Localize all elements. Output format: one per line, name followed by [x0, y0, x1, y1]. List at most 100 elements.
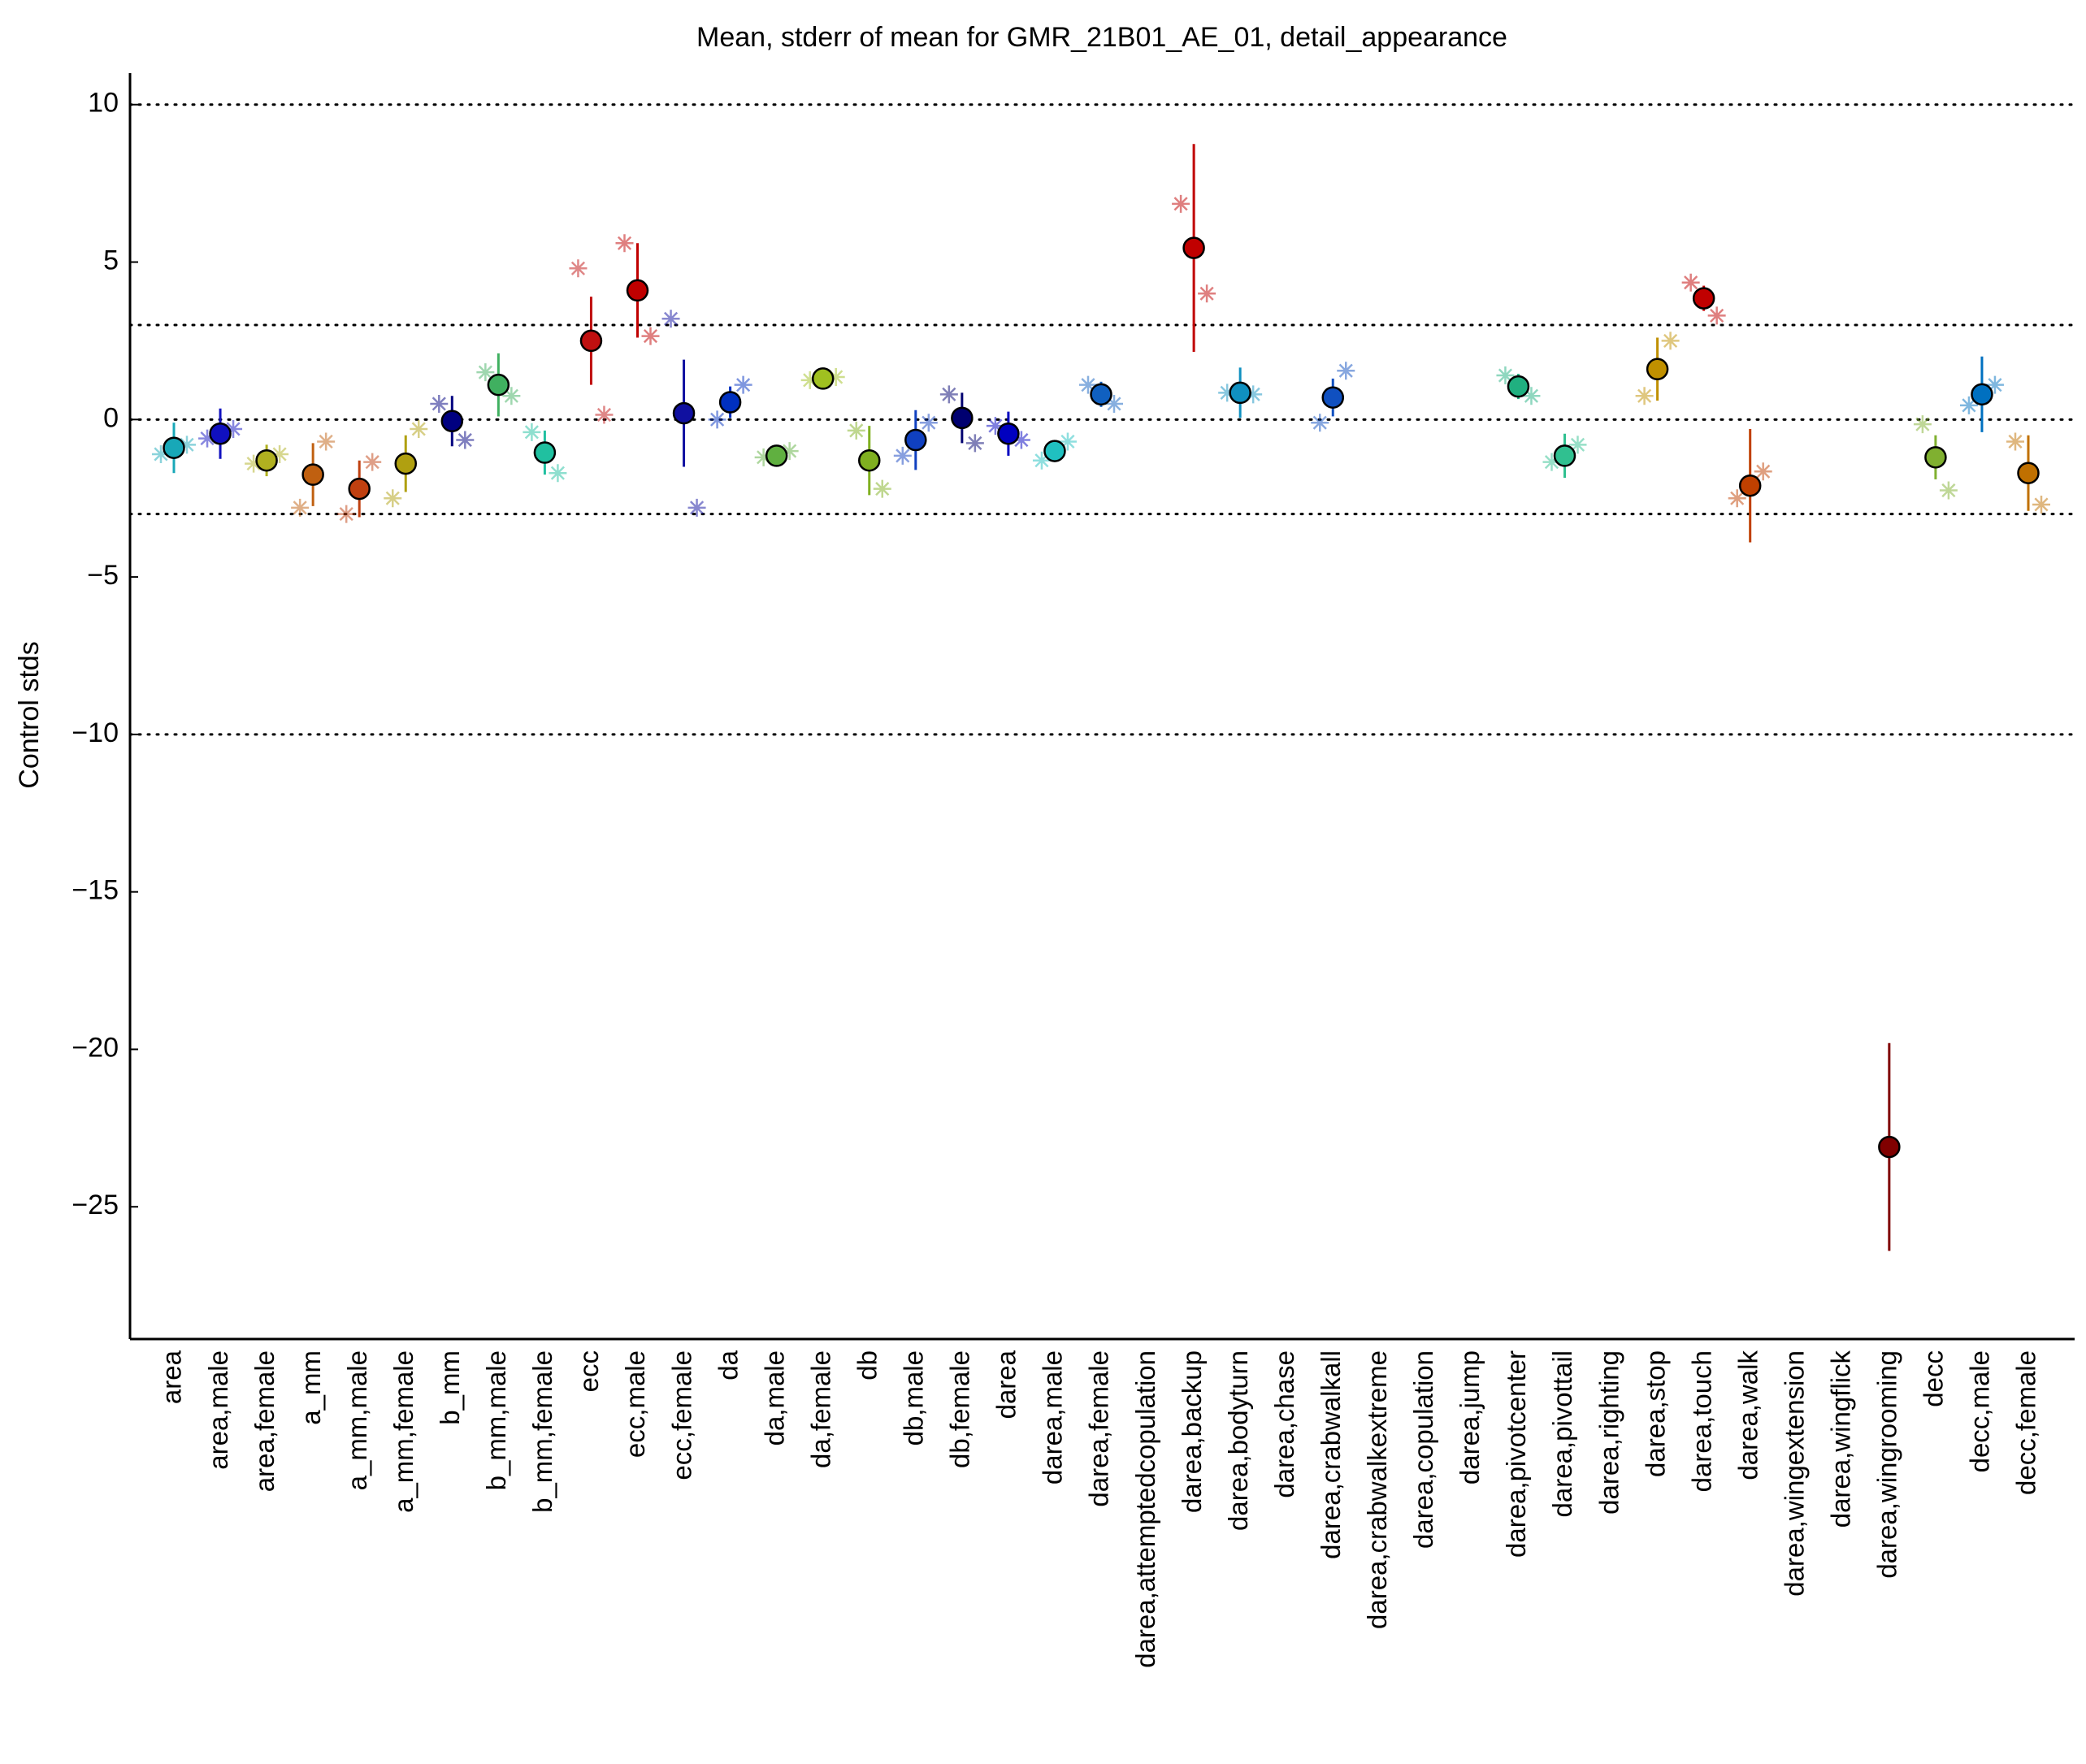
mean-marker	[440, 410, 464, 433]
left-marker	[1496, 366, 1515, 385]
x-tick-label: darea,crabwalkextreme	[1362, 1350, 1392, 1629]
mean-marker	[765, 444, 788, 467]
x-tick-label: darea,walk	[1733, 1350, 1763, 1480]
left-marker	[1032, 451, 1051, 470]
left-marker	[1913, 415, 1932, 434]
x-tick-label: decc,female	[2011, 1350, 2041, 1495]
mean-marker	[255, 449, 278, 472]
right-marker	[687, 498, 706, 517]
left-marker	[1959, 396, 1978, 414]
mean-marker	[718, 391, 742, 414]
y-tick-label: 5	[103, 245, 119, 276]
right-marker	[2032, 495, 2050, 514]
left-marker	[1681, 273, 1700, 292]
y-tick-label: −20	[72, 1032, 119, 1063]
x-tick-label: darea,backup	[1177, 1350, 1207, 1513]
x-tick-label: darea,wingrooming	[1872, 1350, 1902, 1579]
left-marker	[661, 310, 680, 328]
mean-marker	[487, 373, 510, 397]
x-tick-label: b_mm,female	[527, 1350, 557, 1513]
right-marker	[641, 327, 660, 345]
x-tick-label: darea,pivottail	[1547, 1350, 1577, 1517]
mean-marker	[579, 329, 603, 353]
x-tick-label: decc,male	[1965, 1350, 1995, 1472]
left-marker	[1311, 414, 1329, 432]
mean-marker	[1229, 381, 1251, 405]
x-tick-label: darea,attemptedcopulation	[1130, 1350, 1160, 1668]
mean-marker	[904, 428, 927, 452]
right-marker	[1661, 332, 1680, 350]
x-tick-label: da,male	[759, 1350, 789, 1445]
mean-marker	[394, 452, 417, 475]
right-marker	[1522, 387, 1541, 405]
mean-marker	[1043, 440, 1066, 462]
right-marker	[317, 432, 336, 451]
mean-marker	[951, 406, 974, 430]
x-tick-label: ecc,male	[620, 1350, 650, 1458]
right-marker	[178, 436, 196, 454]
right-marker	[1198, 284, 1216, 303]
x-tick-label: darea	[991, 1350, 1021, 1419]
x-tick-label: decc	[1919, 1350, 1949, 1407]
left-marker	[291, 498, 310, 517]
right-marker	[1939, 481, 1958, 500]
left-marker	[1079, 375, 1097, 394]
right-marker	[502, 387, 521, 405]
right-marker	[734, 375, 752, 394]
x-tick-label: darea,touch	[1686, 1350, 1716, 1492]
x-tick-label: ecc	[574, 1350, 604, 1392]
y-axis-label: Control stds	[14, 641, 45, 788]
x-tick-label: darea,chase	[1269, 1350, 1299, 1498]
left-marker	[430, 394, 449, 413]
mean-marker	[858, 449, 881, 472]
y-tick-label: −5	[87, 560, 119, 591]
right-marker	[1337, 362, 1355, 380]
right-marker	[780, 442, 799, 461]
mean-marker	[997, 423, 1020, 445]
right-marker	[595, 405, 614, 424]
right-marker	[224, 419, 243, 438]
left-marker	[939, 385, 958, 404]
left-marker	[245, 454, 263, 473]
right-marker	[1058, 432, 1077, 451]
x-tick-label: darea,righting	[1594, 1350, 1624, 1515]
mean-marker	[626, 279, 649, 302]
mean-marker	[1924, 446, 1947, 469]
x-tick-label: db,male	[899, 1350, 929, 1445]
mean-marker	[163, 436, 185, 459]
right-marker	[1754, 462, 1772, 481]
right-marker	[1012, 431, 1030, 449]
mean-marker	[301, 463, 324, 486]
x-tick-label: ecc,female	[666, 1350, 696, 1480]
mean-marker	[1692, 287, 1715, 310]
x-tick-label: a_mm	[296, 1350, 326, 1425]
left-marker	[569, 259, 588, 278]
left-marker	[1172, 194, 1190, 213]
y-tick-label: 0	[103, 402, 119, 433]
left-marker	[523, 423, 541, 441]
y-tick-label: −10	[72, 717, 119, 748]
left-marker	[1218, 384, 1237, 402]
right-marker	[271, 444, 289, 463]
mean-marker	[1507, 375, 1530, 398]
left-marker	[384, 489, 402, 508]
mean-marker	[1553, 444, 1576, 467]
x-tick-label: db,female	[945, 1350, 975, 1468]
right-marker	[1568, 436, 1587, 454]
x-tick-label: area,female	[249, 1350, 280, 1492]
x-tick-label: b_mm	[435, 1350, 465, 1425]
right-marker	[1105, 394, 1123, 413]
left-marker	[152, 444, 170, 463]
x-tick-label: darea,wingflick	[1826, 1350, 1856, 1528]
x-tick-label: da,female	[805, 1350, 835, 1468]
x-tick-label: db	[852, 1350, 882, 1380]
left-marker	[893, 446, 912, 465]
left-marker	[2006, 432, 2024, 451]
x-tick-label: da	[713, 1350, 743, 1380]
x-tick-label: darea,wingextension	[1779, 1350, 1809, 1597]
y-tick-label: −25	[72, 1190, 119, 1220]
mean-marker	[1182, 236, 1205, 259]
mean-marker	[1646, 358, 1669, 381]
